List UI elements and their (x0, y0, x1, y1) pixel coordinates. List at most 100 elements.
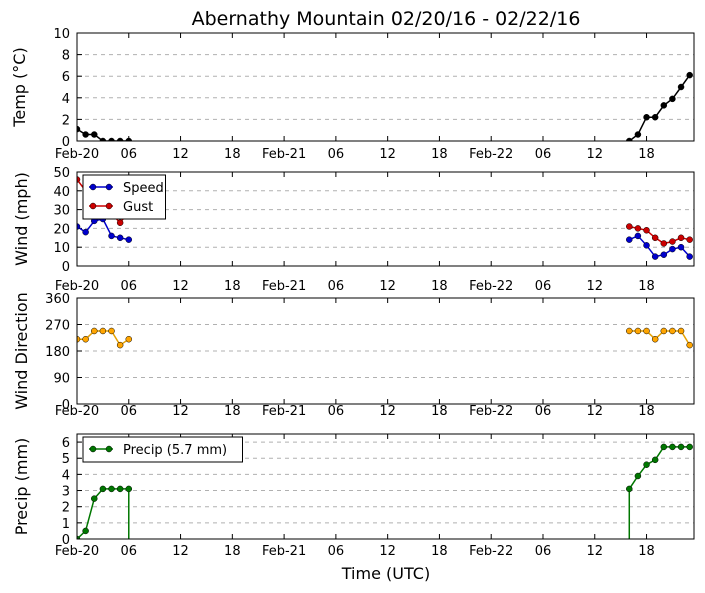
direction-series-0-point-0-3 (99, 327, 107, 335)
precip-xtick-label-11: 18 (638, 544, 655, 559)
wind-series-1-point-1-6 (677, 234, 685, 242)
precip-xtick-label-8: Feb-22 (469, 544, 513, 559)
wind-series-1-point-1-2 (643, 227, 650, 234)
wind-xtick-label-10: 12 (586, 279, 603, 294)
temp-xtick-label-6: 12 (379, 147, 396, 162)
temp-series-0-point-1-4 (660, 102, 668, 109)
wind-legend-marker-0 (89, 183, 97, 191)
wind-legend-label-1: Gust (123, 200, 153, 215)
direction-xtick-label-4: Feb-21 (262, 404, 306, 419)
temp-xtick-label-4: Feb-21 (262, 147, 306, 162)
precip-legend: Precip (5.7 mm) (82, 436, 243, 463)
precip-series-0-point-1-6 (677, 443, 685, 451)
temp-xtick-label-11: 18 (638, 147, 655, 162)
temp-series-0-point-1-6 (677, 83, 685, 91)
wind-ytick-label-2: 20 (53, 222, 70, 237)
wind-series-0-point-0-1 (82, 228, 89, 236)
precip-xtick-label-2: 12 (172, 544, 189, 559)
panel-direction: 0 90 180 270 360 Feb-20 06 12 18 Feb-21 06 12 18 Feb-… (12, 292, 695, 419)
wind-xtick-label-0: Feb-20 (55, 279, 99, 294)
temp-ytick-label-1: 2 (62, 113, 70, 128)
temp-series-0-point-0-1 (82, 131, 89, 138)
temp-xtick-label-5: 06 (328, 147, 345, 162)
temp-xtick-label-3: 18 (224, 147, 241, 162)
wind-series-0-point-1-6 (677, 243, 685, 251)
wind-series-0-point-1-0 (626, 236, 633, 243)
x-axis-label: Time (UTC) (341, 564, 430, 583)
direction-ytick-label-2: 180 (45, 345, 70, 360)
wind-series-0-point-0-5 (116, 234, 124, 242)
wind-legend-label-0: Speed (123, 181, 164, 196)
wind-xtick-label-4: Feb-21 (262, 279, 306, 294)
wind-series-0-point-1-3 (651, 253, 659, 260)
wind-series-1-point-0-0 (77, 176, 81, 183)
temp-xtick-label-9: 06 (535, 147, 552, 162)
temp-series-0-point-1-3 (651, 113, 659, 121)
temp-ytick-label-2: 4 (62, 92, 70, 107)
wind-series-0-point-0-0 (77, 223, 81, 230)
direction-xtick-label-1: 06 (121, 404, 138, 419)
wind-ytick-label-4: 40 (53, 185, 70, 200)
precip-series-0-point-0-3 (99, 485, 107, 493)
wind-series-0-point-1-1 (634, 232, 642, 240)
direction-series-0-point-0-4 (108, 327, 115, 335)
precip-ytick-label-5: 5 (62, 452, 70, 467)
precip-legend-label-0: Precip (5.7 mm) (123, 443, 227, 458)
temp-ytick-label-3: 6 (62, 70, 70, 85)
wind-ytick-label-3: 30 (53, 204, 70, 219)
wind-xtick-label-8: Feb-22 (469, 279, 513, 294)
precip-ytick-label-4: 4 (62, 468, 70, 483)
direction-series-0-point-1-4 (660, 327, 668, 335)
precip-series-0-point-0-0 (77, 535, 81, 539)
wind-xtick-label-6: 12 (379, 279, 396, 294)
precip-series-0-point-0-6 (125, 485, 133, 493)
precip-series-0-point-1-7 (686, 443, 693, 451)
wind-ytick-label-5: 50 (53, 166, 70, 181)
direction-series-0-point-0-6 (125, 335, 133, 343)
wind-series-1-point-1-1 (634, 225, 642, 232)
wind-series-0-point-0-6 (125, 236, 133, 243)
precip-y-axis-label: Precip (mm) (12, 438, 31, 536)
precip-ytick-label-6: 6 (62, 436, 70, 451)
direction-series-0-point-1-7 (686, 341, 693, 349)
wind-series-1-point-0-5 (116, 219, 124, 227)
precip-xtick-label-6: 12 (379, 544, 396, 559)
temp-frame (76, 32, 695, 142)
wind-series-1-point-1-5 (669, 238, 676, 245)
wind-legend-box (82, 174, 166, 220)
wind-series-0-point-1-4 (660, 251, 668, 258)
panel-wind: 0 10 20 30 40 50 Feb-20 06 12 18 Feb-21 06 12 18 Feb-2… (12, 166, 695, 294)
direction-ytick-label-1: 90 (53, 372, 70, 387)
precip-ytick-label-0: 0 (62, 533, 70, 548)
temp-series-0-point-1-7 (686, 71, 693, 79)
wind-series-1-point-1-3 (651, 234, 659, 242)
direction-series-0-point-1-2 (643, 327, 650, 335)
precip-xtick-label-9: 06 (535, 544, 552, 559)
direction-xtick-label-6: 12 (379, 404, 396, 419)
wind-series-0-point-0-4 (108, 232, 115, 240)
temp-xtick-label-7: 18 (431, 147, 448, 162)
direction-xtick-label-3: 18 (224, 404, 241, 419)
direction-ytick-label-3: 270 (45, 319, 70, 334)
wind-series-0-point-1-2 (643, 242, 650, 249)
temp-series-0-point-1-5 (669, 95, 676, 103)
direction-series-group (77, 327, 693, 349)
direction-xtick-label-0: Feb-20 (55, 404, 99, 419)
direction-xtick-label-5: 06 (328, 404, 345, 419)
wind-legend-marker-end-1 (105, 202, 113, 210)
precip-series-0-point-0-4 (108, 485, 115, 493)
direction-frame (76, 297, 695, 405)
direction-y-axis-label: Wind Direction (12, 292, 31, 410)
precip-series-0-point-1-4 (660, 443, 668, 451)
precip-xtick-label-10: 12 (586, 544, 603, 559)
direction-series-0-point-0-0 (77, 335, 81, 343)
direction-series-0-point-0-2 (91, 327, 98, 335)
temp-series-0-point-0-0 (77, 125, 81, 133)
precip-series-0-point-0-2 (91, 495, 98, 502)
temp-xtick-label-0: Feb-20 (55, 147, 99, 162)
precip-series-group (77, 443, 693, 539)
direction-series-0-point-1-5 (669, 327, 676, 335)
figure-title: Abernathy Mountain 02/20/16 - 02/22/16 (192, 8, 581, 30)
precip-series-0-point-1-1 (634, 472, 642, 480)
